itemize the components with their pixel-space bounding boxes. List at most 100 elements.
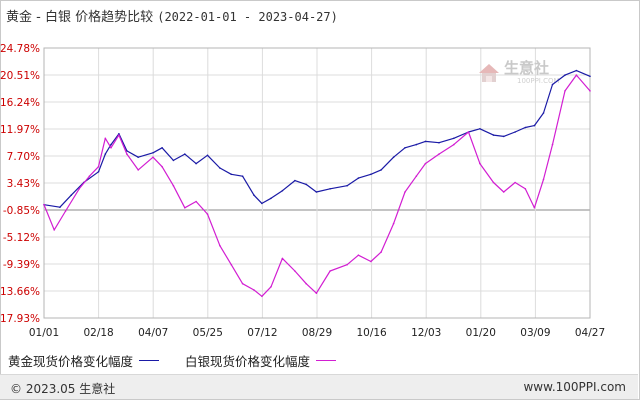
data-point-gold — [70, 194, 72, 196]
data-point-gold — [253, 194, 255, 196]
data-point-gold — [137, 156, 139, 158]
y-tick-label: 20.51% — [0, 70, 40, 82]
data-point-silver — [294, 270, 296, 272]
watermark-name: 生意社 — [504, 59, 549, 77]
footer-site-link[interactable]: www.100PPI.com — [523, 380, 626, 394]
data-point-gold — [502, 135, 505, 138]
data-point-silver — [161, 165, 163, 168]
data-point-silver — [172, 184, 175, 187]
data-point-silver — [315, 292, 318, 295]
data-point-gold — [241, 175, 244, 177]
data-point-gold — [104, 153, 107, 155]
data-point-gold — [294, 179, 296, 182]
data-point-gold — [118, 133, 120, 135]
data-point-silver — [438, 153, 440, 155]
data-point-silver — [88, 175, 91, 177]
watermark: 生意社 100PPI.COM — [479, 59, 560, 85]
data-point-silver — [110, 147, 112, 149]
y-tick-label: -17.93% — [0, 313, 40, 325]
data-point-silver — [575, 74, 578, 76]
data-point-silver — [64, 210, 67, 212]
data-point-silver — [78, 188, 80, 190]
data-point-silver — [104, 137, 107, 140]
x-tick-label: 02/18 — [83, 327, 113, 339]
data-point-silver — [551, 143, 554, 146]
data-point-gold — [184, 153, 186, 155]
legend-swatch-gold — [139, 360, 160, 361]
data-point-silver — [261, 295, 263, 298]
watermark-site: 100PPI.COM — [517, 77, 560, 85]
data-point-silver — [241, 282, 244, 285]
x-tick-label: 03/09 — [520, 327, 550, 339]
data-point-gold — [479, 128, 481, 130]
chart-legend: 黄金现货价格变化幅度 白银现货价格变化幅度 — [8, 351, 340, 370]
data-point-gold — [346, 184, 348, 187]
data-point-gold — [492, 134, 495, 136]
y-tick-label: 24.78% — [0, 43, 40, 55]
data-point-silver — [380, 251, 382, 253]
data-point-gold — [392, 156, 395, 158]
grid-lines — [43, 47, 591, 319]
watermark-logo-icon — [479, 64, 499, 82]
data-point-silver — [492, 181, 495, 184]
data-point-gold — [453, 137, 455, 140]
data-point-silver — [329, 270, 331, 272]
data-point-gold — [110, 143, 112, 146]
data-point-silver — [219, 244, 221, 247]
data-point-gold — [315, 191, 318, 193]
data-point-silver — [270, 286, 272, 288]
x-tick-label: 05/25 — [193, 327, 223, 339]
data-point-gold — [219, 167, 221, 169]
data-point-gold — [270, 197, 272, 200]
legend-label-silver: 白银现货价格变化幅度 — [185, 354, 311, 369]
chart-date-range: (2022-01-01 - 2023-04-27) — [157, 10, 338, 24]
data-point-silver — [415, 175, 418, 177]
data-point-gold — [206, 154, 209, 157]
data-point-silver — [357, 254, 360, 256]
data-point-silver — [53, 229, 55, 231]
data-point-silver — [533, 207, 536, 209]
y-axis-ticks: 24.78% 20.51% 16.24% 11.97% 7.70% 3.43% -0.85%… — [0, 43, 40, 325]
data-point-gold — [424, 140, 427, 143]
x-tick-label: 01/20 — [466, 327, 496, 339]
data-point-gold — [370, 173, 372, 176]
data-point-silver — [502, 191, 505, 193]
data-point-gold — [172, 159, 175, 162]
y-tick-label: -9.39% — [3, 259, 40, 271]
data-point-gold — [533, 124, 536, 127]
data-point-silver — [126, 153, 128, 155]
chart-title-text: 黄金 - 白银 价格趋势比较 — [6, 10, 154, 25]
data-point-silver — [253, 289, 255, 291]
y-tick-label: 11.97% — [0, 124, 40, 136]
data-point-gold — [438, 141, 440, 144]
x-tick-label: 10/16 — [356, 327, 387, 339]
data-point-silver — [424, 162, 427, 165]
data-point-gold — [575, 69, 578, 72]
data-point-silver — [195, 200, 197, 203]
data-point-silver — [564, 90, 566, 92]
y-tick-label: -0.85% — [3, 205, 40, 217]
y-tick-label: 7.70% — [7, 151, 40, 163]
x-tick-label: 07/12 — [247, 327, 277, 339]
data-point-gold — [161, 147, 163, 149]
data-point-silver — [230, 263, 233, 266]
data-point-gold — [542, 112, 545, 114]
y-tick-label: 16.24% — [0, 97, 40, 109]
data-point-silver — [346, 263, 348, 266]
x-tick-label: 01/01 — [29, 327, 59, 339]
data-point-gold — [589, 75, 591, 78]
data-point-silver — [206, 213, 209, 215]
data-point-silver — [184, 207, 186, 209]
data-point-gold — [514, 131, 516, 133]
data-point-gold — [195, 162, 197, 165]
data-point-silver — [404, 191, 406, 193]
data-point-silver — [479, 162, 481, 165]
data-point-gold — [564, 74, 566, 76]
y-tick-label: -13.66% — [0, 286, 40, 298]
data-point-silver — [43, 203, 45, 206]
data-point-silver — [589, 90, 591, 92]
data-point-gold — [404, 147, 406, 149]
data-point-gold — [380, 169, 382, 171]
